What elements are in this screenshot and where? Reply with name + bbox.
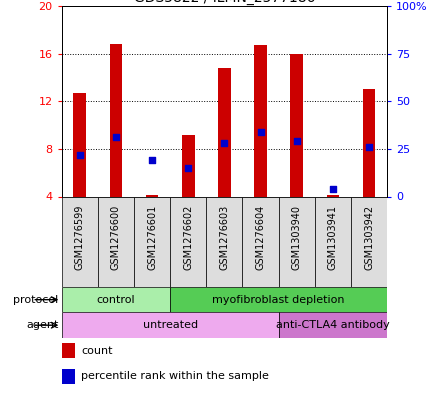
Point [293, 138, 300, 144]
Bar [363, 89, 375, 196]
Text: GSM1276601: GSM1276601 [147, 204, 157, 270]
Text: GSM1303942: GSM1303942 [364, 205, 374, 270]
Point [112, 134, 119, 141]
Text: GSM1303940: GSM1303940 [292, 205, 302, 270]
Bar [73, 93, 86, 196]
Text: count: count [81, 346, 113, 356]
Bar [62, 369, 75, 384]
Bar [326, 195, 339, 196]
Text: GSM1276603: GSM1276603 [220, 204, 229, 270]
Bar [182, 134, 194, 196]
Text: percentile rank within the sample: percentile rank within the sample [81, 371, 269, 381]
Bar [351, 196, 387, 287]
Point [330, 186, 337, 192]
Text: protocol: protocol [13, 295, 59, 305]
Point [76, 151, 83, 158]
Bar [110, 44, 122, 196]
Text: GSM1276604: GSM1276604 [256, 204, 266, 270]
Bar [290, 53, 303, 196]
Text: GSM1303941: GSM1303941 [328, 205, 338, 270]
Text: GSM1276602: GSM1276602 [183, 204, 193, 270]
Text: agent: agent [26, 320, 59, 330]
Bar [279, 196, 315, 287]
Bar [218, 68, 231, 196]
Point [185, 165, 192, 171]
Bar [170, 196, 206, 287]
Title: GDS5822 / ILMN_2577186: GDS5822 / ILMN_2577186 [134, 0, 315, 5]
Bar [206, 196, 242, 287]
Bar [254, 45, 267, 196]
Point [366, 144, 373, 150]
Bar [134, 196, 170, 287]
Point [257, 129, 264, 135]
Text: untreated: untreated [143, 320, 198, 330]
Bar [62, 343, 75, 358]
Bar [146, 195, 158, 196]
Bar [62, 196, 98, 287]
Bar [242, 196, 279, 287]
Bar [98, 196, 134, 287]
Point [149, 157, 156, 163]
Point [221, 140, 228, 146]
Bar [279, 312, 387, 338]
Text: anti-CTLA4 antibody: anti-CTLA4 antibody [276, 320, 390, 330]
Text: GSM1276600: GSM1276600 [111, 204, 121, 270]
Text: GSM1276599: GSM1276599 [75, 204, 84, 270]
Bar [315, 196, 351, 287]
Text: control: control [96, 295, 135, 305]
Bar [62, 287, 170, 312]
Text: myofibroblast depletion: myofibroblast depletion [213, 295, 345, 305]
Bar [170, 287, 387, 312]
Bar [62, 312, 279, 338]
